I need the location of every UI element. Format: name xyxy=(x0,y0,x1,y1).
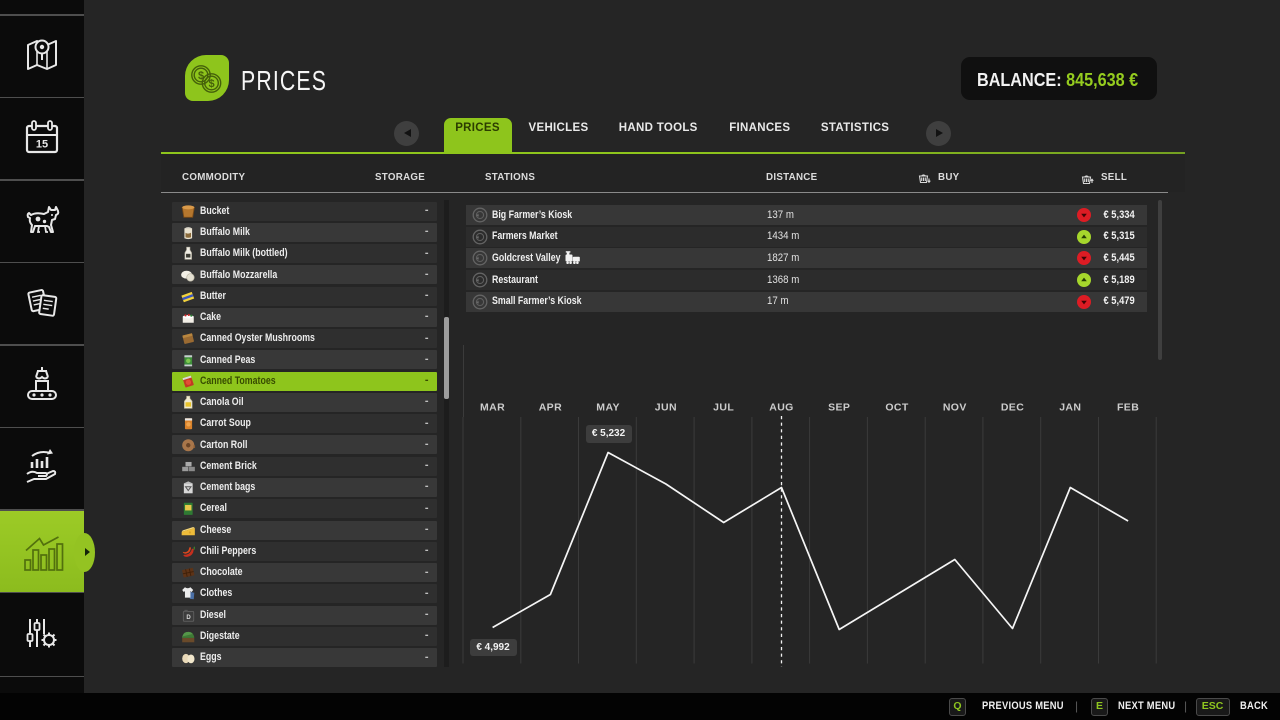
svg-text:MAR: MAR xyxy=(480,402,505,414)
svg-text:SEP: SEP xyxy=(828,402,850,414)
svg-text:D: D xyxy=(186,615,191,621)
svg-text:$: $ xyxy=(198,70,204,82)
svg-text:DEC: DEC xyxy=(1001,402,1024,414)
svg-text:AUG: AUG xyxy=(769,402,794,414)
svg-text:15: 15 xyxy=(36,138,48,150)
svg-text:FEB: FEB xyxy=(1117,402,1139,414)
svg-text:$: $ xyxy=(208,78,214,90)
svg-text:NOV: NOV xyxy=(943,402,967,414)
svg-text:MAY: MAY xyxy=(596,402,620,414)
svg-text:JUL: JUL xyxy=(713,402,734,414)
svg-text:OCT: OCT xyxy=(885,402,909,414)
svg-text:JUN: JUN xyxy=(655,402,677,414)
svg-text:JAN: JAN xyxy=(1059,402,1081,414)
svg-text:APR: APR xyxy=(539,402,562,414)
